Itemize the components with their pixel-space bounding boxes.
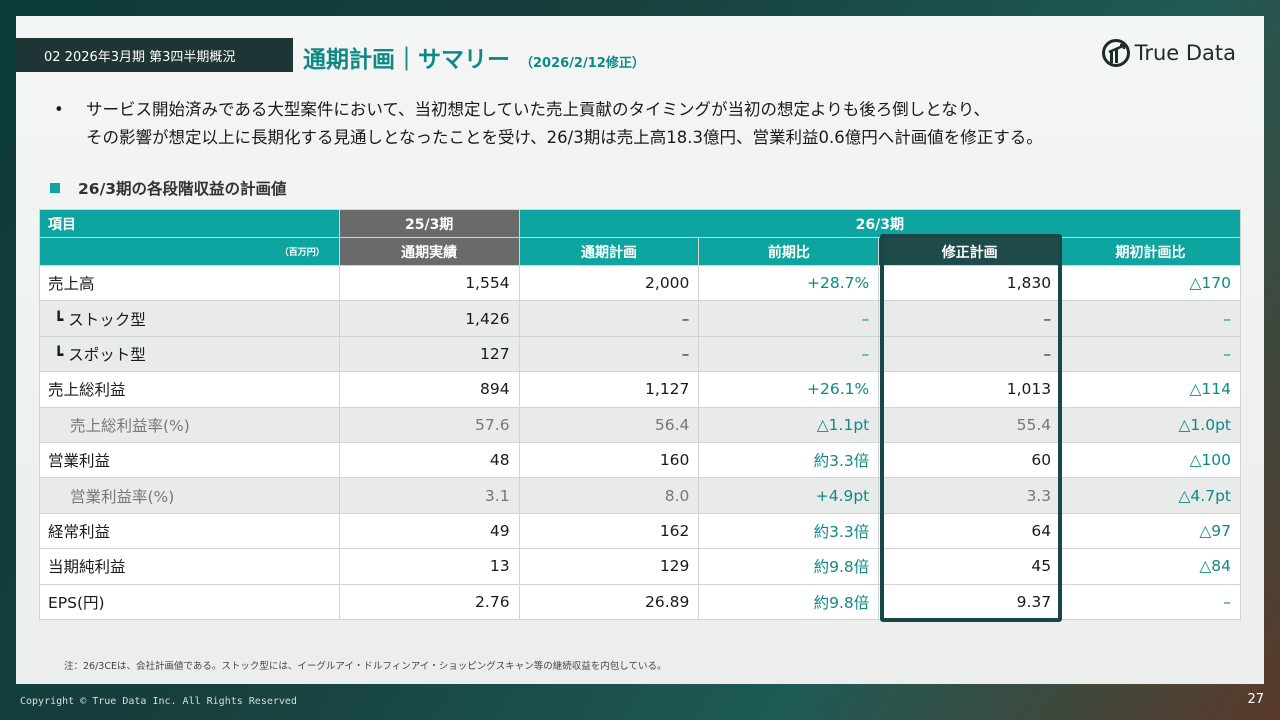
- header-item: 項目: [39, 209, 340, 238]
- cell: 8.0: [518, 477, 700, 514]
- copyright: Copyright © True Data Inc. All Rights Re…: [20, 696, 297, 707]
- subheading-text: 26/3期の各段階収益の計画値: [78, 180, 287, 198]
- page-title: 通期計画｜サマリー （2026/2/12修正）: [303, 40, 645, 73]
- cell: 45: [878, 548, 1062, 585]
- cell: 約9.8倍: [698, 548, 880, 585]
- cell: 127: [338, 335, 520, 373]
- cell: 1,426: [338, 300, 520, 337]
- table-row: ┗ ストック型 1,426 – – – –: [39, 300, 1241, 337]
- cell: 129: [518, 548, 700, 585]
- cell: +28.7%: [698, 264, 880, 302]
- table-row: 売上総利益 894 1,127 +26.1% 1,013 △114: [39, 371, 1241, 408]
- true-data-logo-icon: [1101, 39, 1130, 67]
- row-label: 売上高: [39, 264, 340, 302]
- cell: △114: [1060, 371, 1241, 408]
- cell: 1,013: [878, 371, 1062, 408]
- footnote: 注：26/3CEは、会社計画値である。ストック型には、イーグルアイ・ドルフィンア…: [64, 661, 667, 672]
- cell: –: [518, 300, 700, 337]
- cell: △170: [1060, 264, 1241, 302]
- cell: –: [878, 300, 1062, 337]
- logo-text: True Data: [1134, 41, 1236, 65]
- table-row: ┗ スポット型 127 – – – –: [39, 335, 1241, 373]
- cell: 2,000: [518, 264, 700, 302]
- page-title-main: 通期計画｜サマリー: [303, 47, 510, 73]
- cell: –: [1060, 583, 1241, 620]
- cell: 57.6: [338, 406, 520, 443]
- cell: 48: [338, 441, 520, 479]
- row-label: 売上総利益率(%): [39, 406, 340, 443]
- header-prev-period: 25/3期: [338, 209, 520, 238]
- table-row: 経常利益 49 162 約3.3倍 64 △97: [39, 512, 1241, 550]
- table-row: 当期純利益 13 129 約9.8倍 45 △84: [39, 548, 1241, 585]
- page-number: 27: [1247, 692, 1264, 707]
- header-curr-period: 26/3期: [518, 209, 1242, 238]
- cell: 9.37: [878, 583, 1062, 620]
- cell: 13: [338, 548, 520, 585]
- cell: △4.7pt: [1060, 477, 1241, 514]
- row-label: 営業利益率(%): [39, 477, 340, 514]
- cell: 49: [338, 512, 520, 550]
- page-title-sub: （2026/2/12修正）: [520, 56, 645, 71]
- table-row: 売上高 1,554 2,000 +28.7% 1,830 △170: [39, 264, 1241, 302]
- table-row: 営業利益 48 160 約3.3倍 60 △100: [39, 441, 1241, 479]
- cell: 1,554: [338, 264, 520, 302]
- row-label: 経常利益: [39, 512, 340, 550]
- summary-line-2: その影響が想定以上に長期化する見通しとなったことを受け、26/3期は売上高18.…: [86, 128, 1043, 147]
- cell: 162: [518, 512, 700, 550]
- cell: 約3.3倍: [698, 512, 880, 550]
- cell: 2.76: [338, 583, 520, 620]
- cell: 894: [338, 371, 520, 408]
- cell: 約3.3倍: [698, 441, 880, 479]
- table-row: 営業利益率(%) 3.1 8.0 +4.9pt 3.3 △4.7pt: [39, 477, 1241, 514]
- row-label: EPS(円): [39, 583, 340, 620]
- cell: –: [698, 300, 880, 337]
- cell: 1,127: [518, 371, 700, 408]
- cell: 55.4: [878, 406, 1062, 443]
- cell: 60: [878, 441, 1062, 479]
- cell: 64: [878, 512, 1062, 550]
- company-logo: True Data: [1101, 38, 1236, 68]
- table-row: 売上総利益率(%) 57.6 56.4 △1.1pt 55.4 △1.0pt: [39, 406, 1241, 443]
- row-label: ┗ スポット型: [39, 335, 340, 373]
- cell: –: [1060, 335, 1241, 373]
- cell: △84: [1060, 548, 1241, 585]
- cell: △100: [1060, 441, 1241, 479]
- header-unit: （百万円）: [39, 237, 340, 266]
- summary-line-1: サービス開始済みである大型案件において、当初想定していた売上貢献のタイミングが当…: [86, 100, 991, 119]
- cell: 3.1: [338, 477, 520, 514]
- table-subheading: 26/3期の各段階収益の計画値: [50, 177, 287, 199]
- section-tag: 02 2026年3月期 第3四半期概況: [16, 38, 293, 72]
- cell: –: [1060, 300, 1241, 337]
- column-header: 通期実績: [338, 237, 520, 266]
- cell: –: [518, 335, 700, 373]
- column-header: 期初計画比: [1060, 237, 1241, 266]
- cell: △1.0pt: [1060, 406, 1241, 443]
- row-label: 売上総利益: [39, 371, 340, 408]
- cell: +26.1%: [698, 371, 880, 408]
- bullet-dot: •: [54, 100, 64, 119]
- summary-bullet: • サービス開始済みである大型案件において、当初想定していた売上貢献のタイミング…: [54, 96, 1234, 152]
- cell: △1.1pt: [698, 406, 880, 443]
- column-header-revised: 修正計画: [878, 237, 1062, 266]
- financial-plan-table: 項目 25/3期 26/3期 （百万円） 通期実績 通期計画 前期比 修正計画 …: [39, 209, 1242, 620]
- column-header: 通期計画: [518, 237, 700, 266]
- cell: 26.89: [518, 583, 700, 620]
- cell: 1,830: [878, 264, 1062, 302]
- cell: –: [878, 335, 1062, 373]
- table-row: EPS(円) 2.76 26.89 約9.8倍 9.37 –: [39, 583, 1241, 620]
- cell: 56.4: [518, 406, 700, 443]
- cell: –: [698, 335, 880, 373]
- square-bullet-icon: [50, 183, 60, 193]
- cell: 約9.8倍: [698, 583, 880, 620]
- row-label: 当期純利益: [39, 548, 340, 585]
- cell: 3.3: [878, 477, 1062, 514]
- cell: △97: [1060, 512, 1241, 550]
- cell: +4.9pt: [698, 477, 880, 514]
- row-label: ┗ ストック型: [39, 300, 340, 337]
- column-header: 前期比: [698, 237, 880, 266]
- row-label: 営業利益: [39, 441, 340, 479]
- slide-card: 02 2026年3月期 第3四半期概況 通期計画｜サマリー （2026/2/12…: [16, 16, 1264, 684]
- cell: 160: [518, 441, 700, 479]
